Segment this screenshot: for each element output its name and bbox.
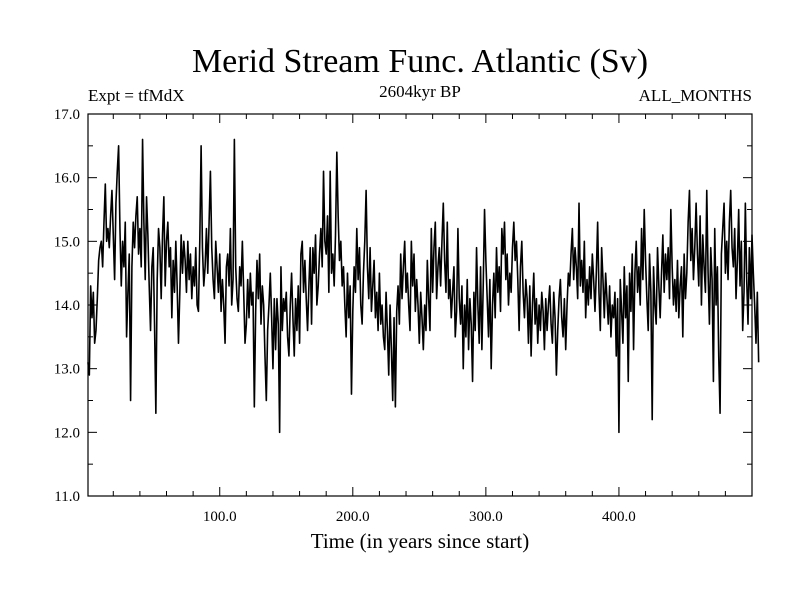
experiment-label: Expt = tfMdX — [88, 86, 184, 105]
x-tick-label: 100.0 — [203, 509, 237, 525]
chart-title: Merid Stream Func. Atlantic (Sv) — [192, 43, 648, 80]
x-tick-label: 300.0 — [469, 509, 503, 525]
y-tick-label: 15.0 — [54, 234, 80, 250]
x-tick-label: 400.0 — [602, 509, 636, 525]
plot-area — [87, 138, 760, 434]
y-tick-label: 11.0 — [54, 489, 80, 505]
y-tick-label: 12.0 — [54, 425, 80, 441]
months-label: ALL_MONTHS — [639, 86, 752, 105]
period-label: 2604kyr BP — [379, 82, 461, 101]
x-tick-label: 200.0 — [336, 509, 370, 525]
y-tick-label: 17.0 — [54, 107, 80, 123]
y-tick-label: 13.0 — [54, 362, 80, 378]
axis-ticks: 11.0 12.0 13.0 14.0 15.0 16.0 17.0 100.0 200.0 30… — [54, 107, 752, 525]
x-axis-title: Time (in years since start) — [311, 529, 530, 553]
y-tick-label: 14.0 — [54, 298, 80, 314]
y-tick-label: 16.0 — [54, 171, 80, 187]
series-line-0 — [87, 138, 760, 434]
